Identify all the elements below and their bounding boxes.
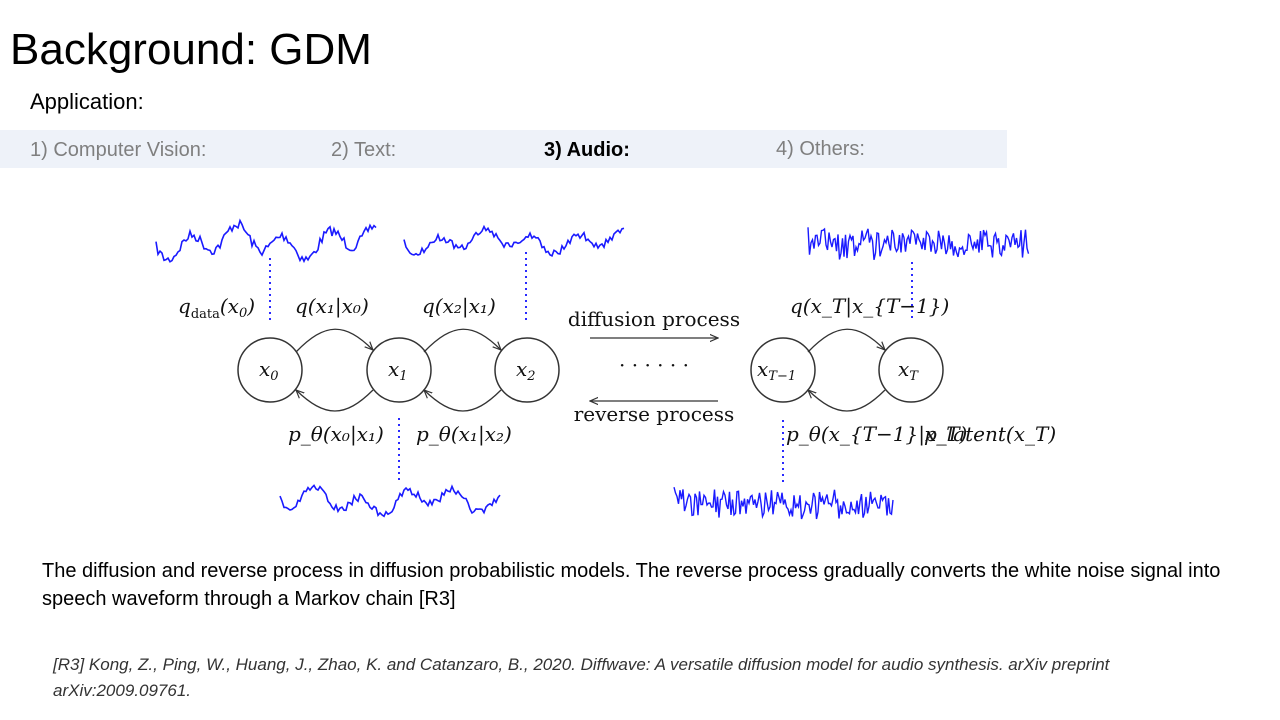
p-x0-given-x1-label: p_θ(x₀|x₁)	[288, 422, 384, 447]
diffusion-diagram: x0 x1 x2 xT−1 xT diffusion process rever…	[155, 218, 1056, 520]
clean-waveform-x2	[403, 224, 625, 258]
forward-arcs	[295, 328, 885, 353]
svg-text:xT: xT	[898, 357, 919, 384]
node-x2: x2	[494, 337, 560, 403]
application-tabs: 1) Computer Vision: 2) Text: 3) Audio: 4…	[0, 130, 1007, 168]
svg-text:x0: x0	[259, 357, 279, 384]
reverse-process-label: reverse process	[574, 402, 735, 426]
tab-computer-vision[interactable]: 1) Computer Vision:	[30, 139, 207, 161]
slide-title: Background: GDM	[10, 25, 372, 74]
q-x2-given-x1-label: q(x₂|x₁)	[422, 294, 496, 319]
tab-others[interactable]: 4) Others:	[776, 138, 865, 160]
clean-waveform-bottom	[279, 484, 501, 518]
noise-waveform-bottom	[673, 487, 894, 520]
p-xT-minus-1-given-xT-label: p_θ(x_{T−1}|x_T)	[786, 422, 967, 447]
dotted-connectors	[269, 252, 913, 486]
node-xT-minus-1: xT−1	[750, 337, 816, 403]
svg-text:x1: x1	[388, 357, 408, 384]
q-x1-given-x0-label: q(x₁|x₀)	[295, 294, 369, 319]
node-x1: x1	[366, 337, 432, 403]
clean-waveform-x0	[155, 218, 377, 264]
q-xT-given-xT-minus-1-label: q(x_T|x_{T−1})	[790, 294, 949, 319]
diffusion-process-label: diffusion process	[568, 307, 740, 331]
q-data-label: qdata(x0)	[178, 294, 255, 322]
node-xT: xT	[878, 337, 944, 403]
svg-text:x2: x2	[516, 357, 536, 384]
noise-waveform-xT	[807, 227, 1030, 260]
svg-text:xT−1: xT−1	[757, 357, 796, 384]
p-latent-label: p_latent(x_T)	[924, 422, 1056, 446]
tab-audio[interactable]: 3) Audio:	[544, 139, 630, 161]
reverse-arcs	[296, 390, 886, 412]
reference-citation: [R3] Kong, Z., Ping, W., Huang, J., Zhao…	[53, 655, 1110, 700]
node-x0: x0	[237, 337, 303, 403]
application-label: Application:	[30, 89, 144, 114]
tab-text[interactable]: 2) Text:	[331, 139, 397, 161]
p-x1-given-x2-label: p_θ(x₁|x₂)	[416, 422, 512, 447]
ellipsis: · · · · · ·	[619, 353, 689, 377]
figure-caption: The diffusion and reverse process in dif…	[42, 560, 1221, 610]
